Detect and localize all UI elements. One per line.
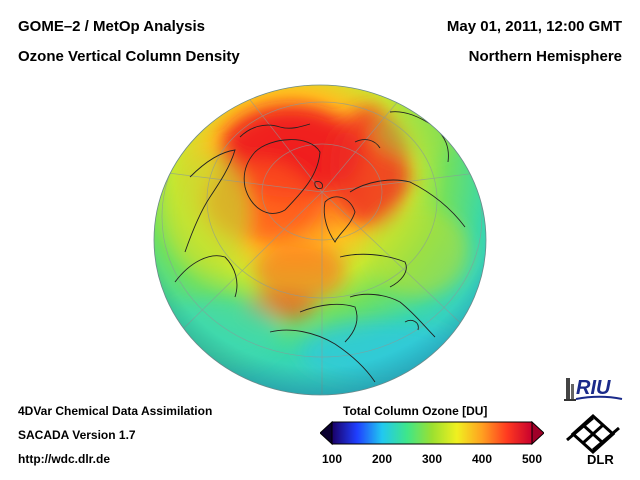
dlr-logo: DLR bbox=[566, 413, 620, 466]
version-label: SACADA Version 1.7 bbox=[18, 428, 136, 442]
colorbar-title: Total Column Ozone [DU] bbox=[343, 404, 488, 418]
colorbar-high-arrow bbox=[531, 420, 544, 446]
ozone-globe-map bbox=[153, 84, 487, 396]
region-label: Northern Hemisphere bbox=[468, 48, 622, 65]
colorbar bbox=[320, 420, 544, 446]
svg-text:RIU: RIU bbox=[576, 377, 611, 399]
svg-text:DLR: DLR bbox=[587, 452, 614, 466]
colorbar-tick: 100 bbox=[321, 452, 343, 466]
colorbar-tick: 200 bbox=[371, 452, 393, 466]
date-label: May 01, 2011, 12:00 GMT bbox=[446, 18, 622, 35]
title-line-2: Ozone Vertical Column Density bbox=[18, 48, 240, 65]
colorbar-tick: 400 bbox=[471, 452, 493, 466]
colorbar-gradient bbox=[331, 421, 533, 445]
colorbar-low-arrow bbox=[320, 420, 333, 446]
title-line-1: GOME–2 / MetOp Analysis bbox=[18, 18, 205, 35]
website-link[interactable]: http://wdc.dlr.de bbox=[18, 452, 110, 466]
colorbar-tick: 500 bbox=[521, 452, 543, 466]
riu-logo: RIU bbox=[564, 377, 623, 401]
colorbar-tick: 300 bbox=[421, 452, 443, 466]
method-label: 4DVar Chemical Data Assimilation bbox=[18, 404, 213, 418]
